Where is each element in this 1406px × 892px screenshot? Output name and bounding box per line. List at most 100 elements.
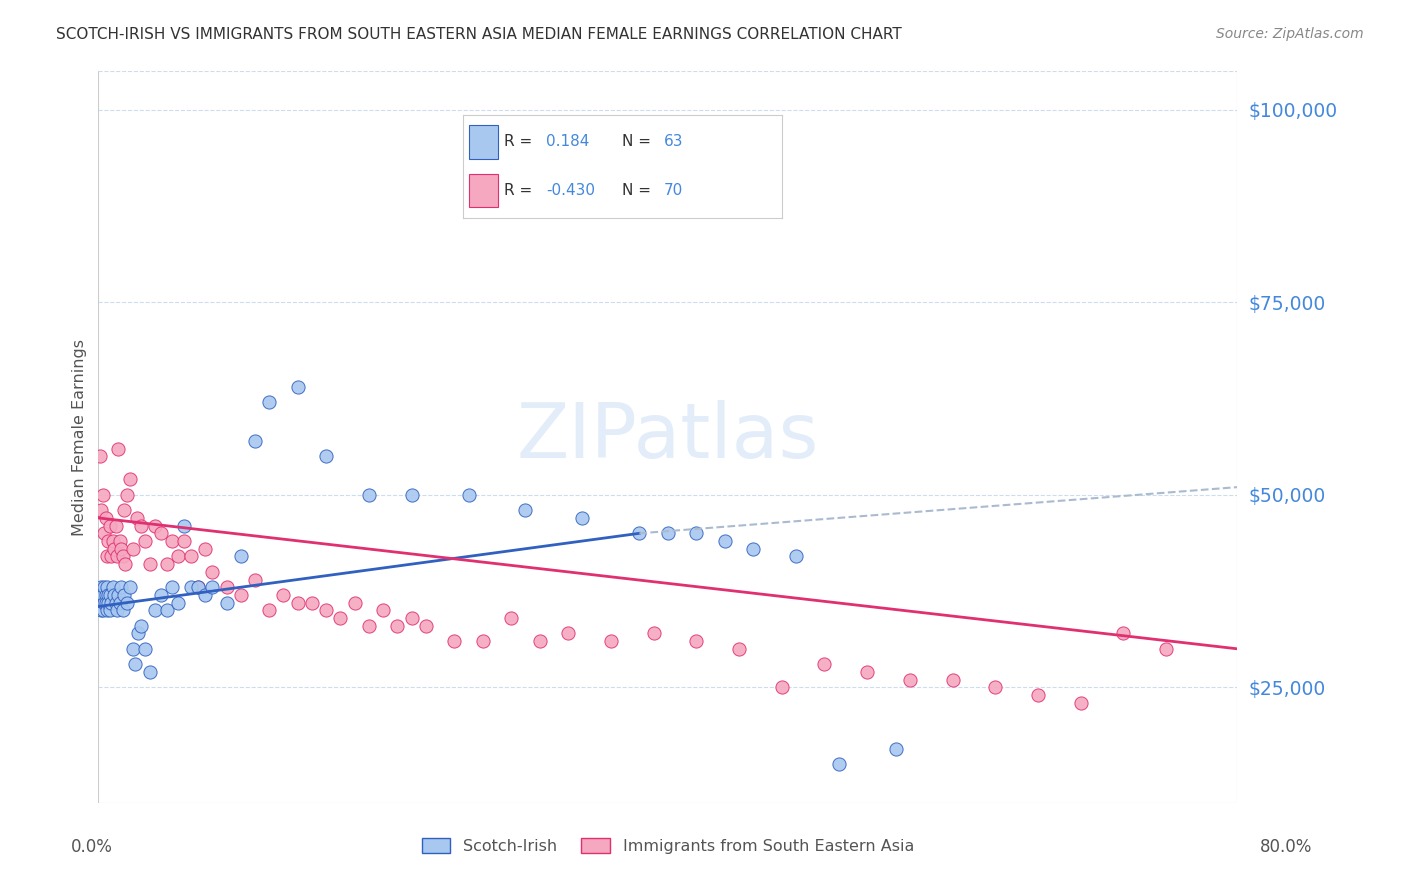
Point xyxy=(856,665,879,679)
Point xyxy=(742,541,765,556)
Point xyxy=(443,634,465,648)
Point xyxy=(162,580,184,594)
Point xyxy=(343,596,366,610)
Point xyxy=(98,518,121,533)
Point xyxy=(315,450,337,464)
Point xyxy=(180,549,202,564)
Point xyxy=(103,588,125,602)
Point xyxy=(942,673,965,687)
Point xyxy=(167,596,190,610)
Point xyxy=(93,596,115,610)
Point xyxy=(685,526,707,541)
Point xyxy=(101,580,124,594)
Point xyxy=(129,518,152,533)
Point xyxy=(315,603,337,617)
Point xyxy=(471,634,494,648)
Point xyxy=(984,681,1007,695)
Point xyxy=(90,580,112,594)
Point xyxy=(125,511,148,525)
Point xyxy=(180,580,202,594)
Point xyxy=(229,588,252,602)
Point xyxy=(105,603,128,617)
Point xyxy=(115,488,138,502)
Point xyxy=(112,503,135,517)
Point xyxy=(229,549,252,564)
Y-axis label: Median Female Earnings: Median Female Earnings xyxy=(72,339,87,535)
Text: 80.0%: 80.0% xyxy=(1260,838,1313,856)
Point xyxy=(156,603,179,617)
Point xyxy=(110,580,132,594)
Point xyxy=(173,518,195,533)
Point xyxy=(145,518,167,533)
Point xyxy=(600,634,623,648)
Point xyxy=(104,518,127,533)
Point xyxy=(112,588,135,602)
Point xyxy=(89,596,111,610)
Point xyxy=(167,549,190,564)
Point xyxy=(628,526,651,541)
Point xyxy=(898,673,921,687)
Point xyxy=(156,557,179,571)
Point xyxy=(110,541,132,556)
Point xyxy=(108,596,131,610)
Point xyxy=(129,618,152,632)
Point xyxy=(162,534,184,549)
Point xyxy=(770,681,793,695)
Point xyxy=(201,565,224,579)
Point xyxy=(215,580,238,594)
Point xyxy=(138,557,160,571)
Point xyxy=(357,618,380,632)
Point xyxy=(201,580,224,594)
Point xyxy=(89,450,111,464)
Point xyxy=(287,596,309,610)
Point xyxy=(93,580,115,594)
Point xyxy=(118,472,141,486)
Point xyxy=(97,596,120,610)
Point xyxy=(100,549,122,564)
Point xyxy=(111,603,134,617)
Point xyxy=(94,596,117,610)
Point xyxy=(194,541,217,556)
Point xyxy=(194,588,217,602)
Point xyxy=(145,603,167,617)
Point xyxy=(138,665,160,679)
Point xyxy=(529,634,551,648)
Point xyxy=(643,626,665,640)
Point xyxy=(127,626,149,640)
Point xyxy=(134,641,156,656)
Point xyxy=(115,596,138,610)
Point xyxy=(501,611,523,625)
Point xyxy=(121,641,143,656)
Point xyxy=(104,596,127,610)
Point xyxy=(259,395,281,409)
Point xyxy=(884,742,907,756)
Point xyxy=(108,534,131,549)
Point xyxy=(97,588,120,602)
Point xyxy=(134,534,156,549)
Point xyxy=(187,580,209,594)
Point xyxy=(114,557,136,571)
Point xyxy=(714,534,737,549)
Point xyxy=(107,442,129,456)
Point xyxy=(89,588,111,602)
Point xyxy=(1070,696,1092,710)
Point xyxy=(101,534,124,549)
Point xyxy=(107,588,129,602)
Text: 0.0%: 0.0% xyxy=(70,838,112,856)
Point xyxy=(243,434,266,448)
Point xyxy=(259,603,281,617)
Point xyxy=(98,603,121,617)
Point xyxy=(111,549,134,564)
Point xyxy=(329,611,352,625)
Point xyxy=(1026,688,1049,702)
Point xyxy=(557,626,579,640)
Point xyxy=(91,488,114,502)
Point xyxy=(90,603,112,617)
Point xyxy=(94,588,117,602)
Point xyxy=(103,541,125,556)
Point xyxy=(1112,626,1135,640)
Point xyxy=(91,603,114,617)
Point xyxy=(94,511,117,525)
Text: Source: ZipAtlas.com: Source: ZipAtlas.com xyxy=(1216,27,1364,41)
Point xyxy=(301,596,323,610)
